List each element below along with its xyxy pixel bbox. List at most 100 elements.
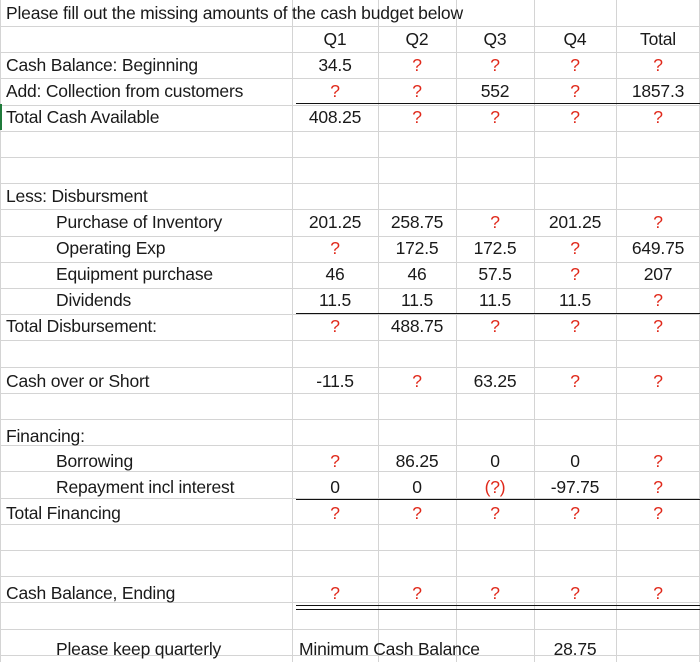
value-cell[interactable]: 11.5: [559, 290, 591, 310]
value-cell[interactable]: 488.75: [390, 316, 444, 336]
row-gridline: [0, 236, 700, 237]
value-cell[interactable]: 207: [643, 264, 673, 284]
value-cell[interactable]: 11.5: [479, 290, 511, 310]
value-cell[interactable]: (?): [484, 477, 506, 497]
value-cell[interactable]: 0: [490, 451, 500, 471]
value-cell[interactable]: ?: [570, 107, 580, 127]
row-gridline: [0, 524, 700, 525]
value-cell[interactable]: 11.5: [401, 290, 433, 310]
row-gridline: [0, 209, 700, 210]
row-label[interactable]: Equipment purchase: [56, 264, 213, 284]
value-cell[interactable]: 649.75: [631, 238, 685, 258]
value-cell[interactable]: ?: [653, 583, 663, 603]
value-cell[interactable]: ?: [412, 371, 422, 391]
value-cell[interactable]: ?: [653, 451, 663, 471]
value-cell[interactable]: ?: [330, 238, 340, 258]
value-cell[interactable]: 86.25: [395, 451, 439, 471]
value-cell[interactable]: ?: [412, 81, 422, 101]
value-cell[interactable]: ?: [653, 290, 663, 310]
header-q4[interactable]: Q4: [563, 29, 587, 49]
value-cell[interactable]: ?: [412, 503, 422, 523]
value-cell[interactable]: -11.5: [316, 371, 354, 391]
total-rule: [296, 103, 700, 104]
value-cell[interactable]: ?: [490, 107, 500, 127]
value-cell[interactable]: 1857.3: [631, 81, 685, 101]
value-cell[interactable]: 552: [480, 81, 510, 101]
value-cell[interactable]: 0: [412, 477, 422, 497]
value-cell[interactable]: 11.5: [319, 290, 351, 310]
value-cell[interactable]: ?: [490, 55, 500, 75]
row-label[interactable]: Financing:: [6, 426, 85, 446]
value-cell[interactable]: ?: [330, 503, 340, 523]
value-cell[interactable]: 46: [325, 264, 345, 284]
sheet-title[interactable]: Please fill out the missing amounts of t…: [6, 3, 463, 23]
row-gridline: [0, 157, 700, 158]
value-cell[interactable]: 34.5: [318, 55, 352, 75]
value-cell[interactable]: ?: [330, 81, 340, 101]
value-cell[interactable]: 0: [330, 477, 340, 497]
row-label[interactable]: Cash Balance, Ending: [6, 583, 176, 603]
header-q1[interactable]: Q1: [323, 29, 347, 49]
minimum-cash-label[interactable]: Minimum Cash Balance: [299, 639, 480, 659]
row-label[interactable]: Total Cash Available: [6, 107, 160, 127]
value-cell[interactable]: ?: [490, 212, 500, 232]
value-cell[interactable]: 172.5: [473, 238, 517, 258]
value-cell[interactable]: ?: [653, 371, 663, 391]
row-gridline: [0, 288, 700, 289]
row-label[interactable]: Purchase of Inventory: [56, 212, 223, 232]
value-cell[interactable]: ?: [653, 212, 663, 232]
row-gridline: [0, 26, 700, 27]
value-cell[interactable]: 201.25: [548, 212, 602, 232]
row-label[interactable]: Cash over or Short: [6, 371, 150, 391]
value-cell[interactable]: 63.25: [473, 371, 517, 391]
row-label[interactable]: Repayment incl interest: [56, 477, 235, 497]
value-cell[interactable]: 408.25: [308, 107, 362, 127]
header-q3[interactable]: Q3: [483, 29, 507, 49]
row-label[interactable]: Total Financing: [6, 503, 121, 523]
row-label[interactable]: Less: Disbursment: [6, 186, 148, 206]
value-cell[interactable]: ?: [653, 477, 663, 497]
row-gridline: [0, 340, 700, 341]
value-cell[interactable]: ?: [330, 451, 340, 471]
value-cell[interactable]: ?: [412, 583, 422, 603]
value-cell[interactable]: ?: [653, 107, 663, 127]
value-cell[interactable]: ?: [330, 316, 340, 336]
value-cell[interactable]: ?: [570, 583, 580, 603]
value-cell[interactable]: ?: [570, 238, 580, 258]
header-total[interactable]: Total: [640, 29, 676, 49]
value-cell[interactable]: ?: [653, 55, 663, 75]
minimum-cash-value[interactable]: 28.75: [553, 639, 597, 659]
value-cell[interactable]: ?: [570, 81, 580, 101]
row-label[interactable]: Total Disbursement:: [6, 316, 157, 336]
value-cell[interactable]: ?: [330, 583, 340, 603]
value-cell[interactable]: 172.5: [395, 238, 439, 258]
row-label[interactable]: Dividends: [56, 290, 132, 310]
value-cell[interactable]: 201.25: [308, 212, 362, 232]
value-cell[interactable]: ?: [570, 55, 580, 75]
row-label[interactable]: Borrowing: [56, 451, 133, 471]
value-cell[interactable]: 0: [570, 451, 580, 471]
row-gridline: [0, 629, 700, 630]
value-cell[interactable]: ?: [412, 55, 422, 75]
value-cell[interactable]: ?: [490, 503, 500, 523]
header-q2[interactable]: Q2: [405, 29, 429, 49]
row-gridline: [0, 419, 700, 420]
value-cell[interactable]: ?: [653, 316, 663, 336]
value-cell[interactable]: ?: [490, 316, 500, 336]
value-cell[interactable]: -97.75: [550, 477, 600, 497]
row-label[interactable]: Cash Balance: Beginning: [6, 55, 198, 75]
value-cell[interactable]: ?: [412, 107, 422, 127]
value-cell[interactable]: ?: [570, 503, 580, 523]
value-cell[interactable]: 57.5: [478, 264, 512, 284]
row-label[interactable]: Operating Exp: [56, 238, 166, 258]
value-cell[interactable]: ?: [570, 371, 580, 391]
value-cell[interactable]: ?: [653, 503, 663, 523]
row-label[interactable]: Add: Collection from customers: [6, 81, 244, 101]
value-cell[interactable]: ?: [490, 583, 500, 603]
value-cell[interactable]: ?: [570, 264, 580, 284]
value-cell[interactable]: 258.75: [390, 212, 444, 232]
footer-note-label[interactable]: Please keep quarterly: [56, 639, 222, 659]
value-cell[interactable]: ?: [570, 316, 580, 336]
row-gridline: [0, 183, 700, 184]
value-cell[interactable]: 46: [407, 264, 427, 284]
